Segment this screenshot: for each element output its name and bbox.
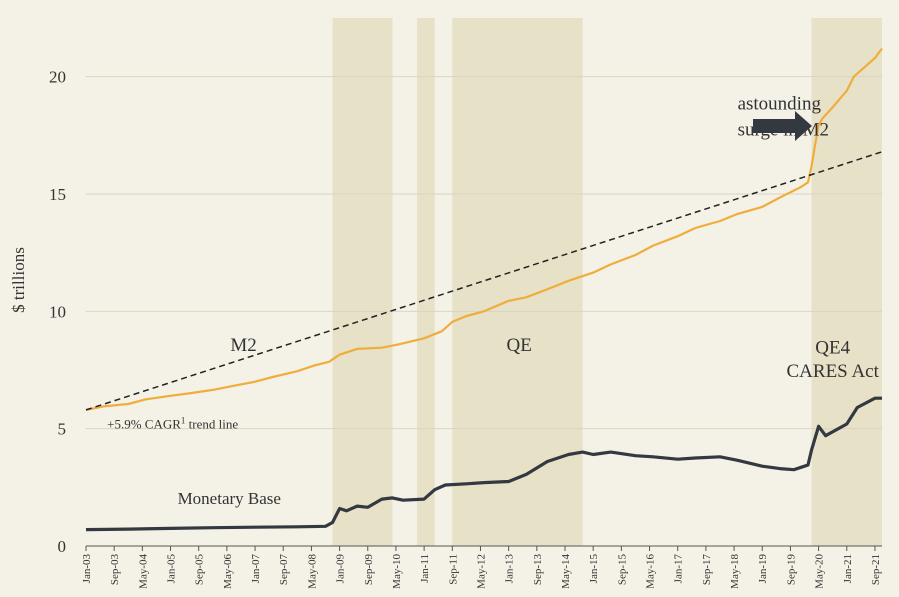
x-tick-label-22: Sep-17 [701, 554, 713, 586]
annotation-4: QE4 [815, 338, 850, 359]
shaded-period-3 [811, 18, 882, 546]
x-tick-label-24: Jan-19 [757, 554, 769, 584]
shaded-regions [332, 18, 882, 546]
x-tick-label-7: Sep-07 [278, 554, 290, 586]
y-axis-label: $ trillions [9, 247, 28, 313]
x-tick-label-26: May-20 [814, 554, 826, 589]
x-tick-label-6: Jan-07 [250, 554, 262, 584]
y-tick-label-10: 10 [49, 302, 66, 321]
shaded-period-1 [417, 18, 435, 546]
x-tick-label-20: May-16 [645, 554, 657, 589]
x-tick-label-23: May-18 [729, 554, 741, 589]
x-tick-label-4: Sep-05 [194, 554, 206, 586]
annotation-5: CARES Act [787, 361, 880, 382]
annotation-2: Monetary Base [178, 489, 281, 508]
y-tick-label-15: 15 [49, 185, 66, 204]
x-tick-label-9: Jan-09 [335, 554, 347, 584]
annotation-3: QE [507, 335, 532, 356]
x-tick-label-10: Sep-09 [363, 554, 375, 586]
x-tick-label-17: May-14 [560, 554, 572, 589]
x-tick-label-2: May-04 [137, 554, 149, 589]
series-line-0 [85, 47, 883, 411]
annotation-0: M2 [230, 335, 256, 356]
x-tick-label-5: May-06 [222, 554, 234, 589]
x-tick-label-15: Jan-13 [504, 554, 516, 584]
x-tick-label-19: Sep-15 [616, 554, 628, 586]
x-tick-label-21: Jan-17 [673, 554, 685, 584]
x-tick-label-3: Jan-05 [166, 554, 178, 584]
x-tick-label-28: Sep-21 [870, 554, 882, 585]
annotation-1: +5.9% CAGR1 trend line [107, 416, 238, 432]
y-tick-label-5: 5 [58, 420, 67, 439]
axes: 0 5 10 15 20 Jan-03 Sep-03 May-04 Jan-05 Sep-05 Ma… [49, 68, 882, 589]
shaded-period-0 [332, 18, 393, 546]
x-tick-label-25: Sep-19 [785, 554, 797, 586]
x-tick-label-18: Jan-15 [588, 554, 600, 584]
annotation-6: astounding [738, 94, 822, 115]
x-tick-label-0: Jan-03 [81, 554, 93, 584]
x-tick-label-8: May-08 [306, 554, 318, 589]
series-lines [85, 47, 883, 532]
x-tick-label-14: May-12 [475, 554, 487, 589]
x-tick-label-11: May-10 [391, 554, 403, 589]
x-tick-label-13: Sep-11 [447, 554, 459, 585]
y-tick-label-0: 0 [58, 537, 67, 556]
x-tick-label-16: Sep-13 [532, 554, 544, 586]
x-tick-label-1: Sep-03 [109, 554, 121, 586]
series-line-1 [85, 396, 882, 532]
y-tick-label-20: 20 [49, 68, 66, 87]
x-tick-label-12: Jan-11 [419, 554, 431, 583]
arrow-icon [753, 111, 812, 141]
x-tick-label-27: Jan-21 [842, 554, 854, 583]
